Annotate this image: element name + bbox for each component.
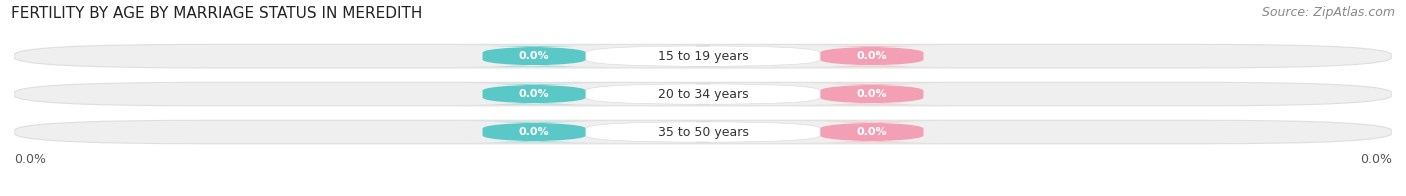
Text: Source: ZipAtlas.com: Source: ZipAtlas.com	[1261, 6, 1395, 19]
Text: 0.0%: 0.0%	[856, 127, 887, 137]
Text: 0.0%: 0.0%	[856, 51, 887, 61]
Text: 0.0%: 0.0%	[519, 127, 550, 137]
FancyBboxPatch shape	[586, 122, 820, 142]
Text: FERTILITY BY AGE BY MARRIAGE STATUS IN MEREDITH: FERTILITY BY AGE BY MARRIAGE STATUS IN M…	[11, 6, 423, 21]
Text: 0.0%: 0.0%	[14, 153, 46, 166]
FancyBboxPatch shape	[586, 84, 820, 104]
FancyBboxPatch shape	[586, 46, 820, 66]
Text: 0.0%: 0.0%	[519, 51, 550, 61]
FancyBboxPatch shape	[14, 82, 1392, 106]
Text: 35 to 50 years: 35 to 50 years	[658, 125, 748, 139]
Text: 0.0%: 0.0%	[1360, 153, 1392, 166]
Text: 0.0%: 0.0%	[519, 89, 550, 99]
FancyBboxPatch shape	[800, 122, 945, 142]
Text: 0.0%: 0.0%	[856, 89, 887, 99]
FancyBboxPatch shape	[800, 46, 945, 66]
FancyBboxPatch shape	[461, 46, 606, 66]
Text: 15 to 19 years: 15 to 19 years	[658, 50, 748, 63]
FancyBboxPatch shape	[14, 120, 1392, 144]
FancyBboxPatch shape	[14, 44, 1392, 68]
FancyBboxPatch shape	[461, 122, 606, 142]
FancyBboxPatch shape	[461, 84, 606, 104]
FancyBboxPatch shape	[800, 84, 945, 104]
Text: 20 to 34 years: 20 to 34 years	[658, 88, 748, 101]
